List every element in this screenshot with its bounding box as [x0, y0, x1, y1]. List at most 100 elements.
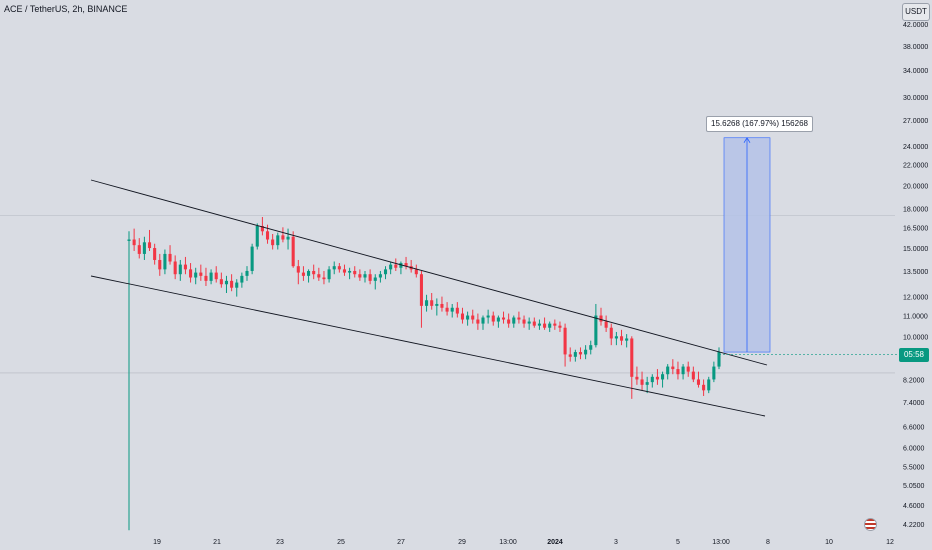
candle — [383, 269, 388, 275]
y-tick-label: 6.0000 — [903, 445, 925, 452]
candle — [558, 325, 562, 328]
candle — [235, 282, 239, 288]
candle — [548, 323, 552, 328]
candle — [512, 317, 516, 324]
y-tick-label: 34.0000 — [903, 68, 928, 75]
candle — [312, 270, 316, 275]
y-tick-label: 12.0000 — [903, 295, 928, 302]
candle — [455, 307, 459, 314]
candle — [373, 277, 377, 281]
candle — [604, 321, 608, 328]
candle — [486, 315, 490, 318]
candle — [307, 270, 311, 276]
candle — [712, 366, 716, 380]
candle — [255, 225, 259, 247]
candle — [183, 264, 187, 270]
x-tick-label: 27 — [397, 539, 405, 546]
y-tick-label: 11.0000 — [903, 314, 928, 321]
y-tick-label: 16.5000 — [903, 225, 928, 232]
candle — [127, 239, 131, 241]
candle — [276, 235, 280, 246]
y-tick-label: 5.0500 — [903, 483, 925, 490]
x-tick-label: 8 — [766, 539, 770, 546]
candle — [553, 323, 557, 326]
y-tick-label: 38.0000 — [903, 44, 928, 51]
last-price-countdown: 05:58 — [899, 348, 929, 362]
x-tick-label: 25 — [337, 539, 345, 546]
candle — [224, 280, 229, 285]
candle — [317, 274, 321, 278]
x-tick-label: 12 — [886, 539, 894, 546]
candle — [296, 266, 300, 273]
candle — [471, 315, 475, 320]
candle — [337, 266, 341, 270]
candle — [543, 323, 547, 328]
candle — [414, 269, 418, 275]
y-tick-label: 4.2200 — [903, 522, 925, 529]
candle — [178, 264, 182, 275]
candle — [440, 303, 444, 308]
candle — [666, 366, 670, 375]
candle — [696, 379, 701, 385]
candle — [158, 259, 162, 270]
candle — [260, 225, 264, 232]
candle — [671, 366, 675, 370]
x-tick-label: 29 — [458, 539, 466, 546]
candle — [168, 253, 172, 262]
y-tick-label: 42.0000 — [903, 22, 928, 29]
candle — [250, 246, 254, 271]
candle — [240, 275, 244, 283]
x-tick-label: 21 — [213, 539, 221, 546]
x-tick-label: 13:00 — [499, 539, 517, 546]
candle — [573, 352, 577, 357]
candle — [327, 269, 331, 280]
candle — [501, 317, 506, 320]
candle — [348, 270, 352, 273]
y-tick-label: 20.0000 — [903, 183, 928, 190]
x-tick-label: 3 — [614, 539, 618, 546]
y-tick-label: 7.4000 — [903, 400, 925, 407]
candle — [563, 327, 567, 355]
y-tick-label: 22.0000 — [903, 163, 928, 170]
candle — [137, 245, 141, 254]
candle — [194, 272, 198, 278]
x-tick-label: 2024 — [547, 539, 563, 546]
candle — [609, 327, 613, 339]
candle — [645, 382, 649, 385]
candle — [630, 338, 634, 377]
candle — [578, 352, 583, 355]
candle — [301, 272, 305, 276]
candle — [394, 264, 398, 268]
candle — [661, 374, 665, 380]
candle — [430, 300, 434, 306]
candle — [460, 313, 465, 320]
y-tick-label: 27.0000 — [903, 118, 928, 125]
candle — [435, 303, 439, 306]
candle — [522, 319, 526, 324]
y-tick-label: 24.0000 — [903, 144, 928, 151]
x-tick-label: 23 — [276, 539, 284, 546]
candle — [286, 236, 290, 240]
candle — [199, 272, 203, 276]
currency-button[interactable]: USDT — [902, 3, 930, 21]
chart-title: ACE / TetherUS, 2h, BINANCE — [4, 4, 128, 14]
candle — [537, 323, 541, 326]
candle — [378, 274, 382, 278]
candle — [189, 269, 193, 278]
candle — [358, 274, 362, 278]
candle — [496, 317, 500, 322]
x-tick-label: 5 — [676, 539, 680, 546]
y-tick-label: 6.6000 — [903, 425, 925, 432]
candle — [342, 269, 347, 273]
candle — [594, 315, 598, 346]
flag-icon[interactable] — [864, 518, 877, 531]
candle — [153, 248, 157, 260]
candle — [204, 275, 208, 281]
candle — [419, 274, 423, 306]
candle — [707, 379, 711, 391]
candle — [507, 319, 511, 324]
candle — [481, 317, 485, 324]
y-tick-label: 30.0000 — [903, 95, 928, 102]
candle — [389, 264, 393, 270]
